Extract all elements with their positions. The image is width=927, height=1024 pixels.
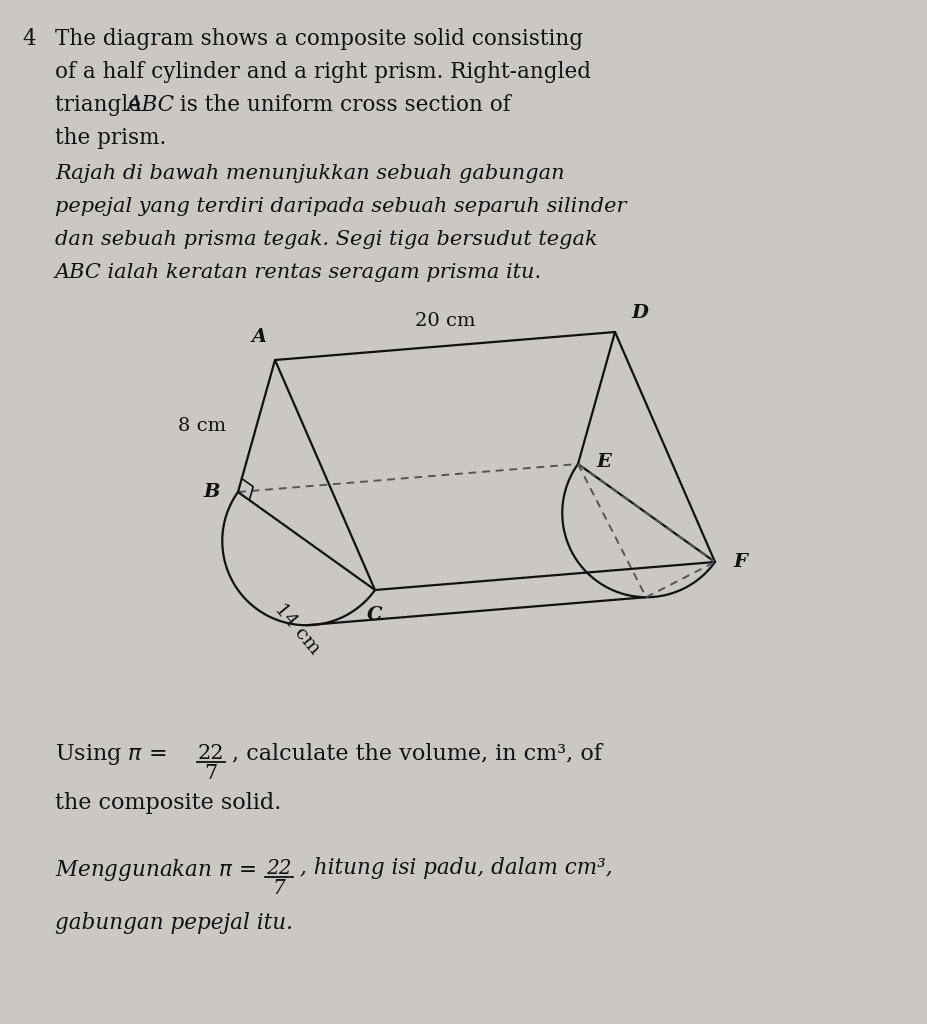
Text: the composite solid.: the composite solid. [55,792,281,814]
Text: of a half cylinder and a right prism. Right-angled: of a half cylinder and a right prism. Ri… [55,61,590,83]
Text: is the uniform cross section of: is the uniform cross section of [172,94,510,116]
Text: 7: 7 [273,879,286,898]
Text: dan sebuah prisma tegak. Segi tiga bersudut tegak: dan sebuah prisma tegak. Segi tiga bersu… [55,230,597,249]
Text: The diagram shows a composite solid consisting: The diagram shows a composite solid cons… [55,28,582,50]
Text: F: F [732,553,746,571]
Text: 4: 4 [22,28,35,50]
Text: 14 cm: 14 cm [271,600,324,658]
Text: 8 cm: 8 cm [178,417,226,435]
Text: 22: 22 [197,744,224,763]
Text: , hitung isi padu, dalam cm³,: , hitung isi padu, dalam cm³, [299,857,612,879]
Text: D: D [630,304,647,322]
Text: Using $\pi$ =: Using $\pi$ = [55,742,169,767]
Text: Rajah di bawah menunjukkan sebuah gabungan: Rajah di bawah menunjukkan sebuah gabung… [55,164,564,183]
Text: 20 cm: 20 cm [414,312,475,330]
Text: ABC: ABC [127,94,175,116]
Text: A: A [251,328,267,346]
Text: gabungan pepejal itu.: gabungan pepejal itu. [55,912,293,934]
Text: E: E [595,453,610,471]
Text: 7: 7 [204,764,218,783]
Text: the prism.: the prism. [55,127,166,150]
Text: , calculate the volume, in cm³, of: , calculate the volume, in cm³, of [232,742,602,764]
Text: Menggunakan $\pi$ =: Menggunakan $\pi$ = [55,857,258,883]
Text: B: B [203,483,220,501]
Text: triangle: triangle [55,94,147,116]
Text: pepejal yang terdiri daripada sebuah separuh silinder: pepejal yang terdiri daripada sebuah sep… [55,197,626,216]
Text: ABC ialah keratan rentas seragam prisma itu.: ABC ialah keratan rentas seragam prisma … [55,263,541,282]
Text: 22: 22 [266,859,291,878]
Text: C: C [367,606,382,624]
